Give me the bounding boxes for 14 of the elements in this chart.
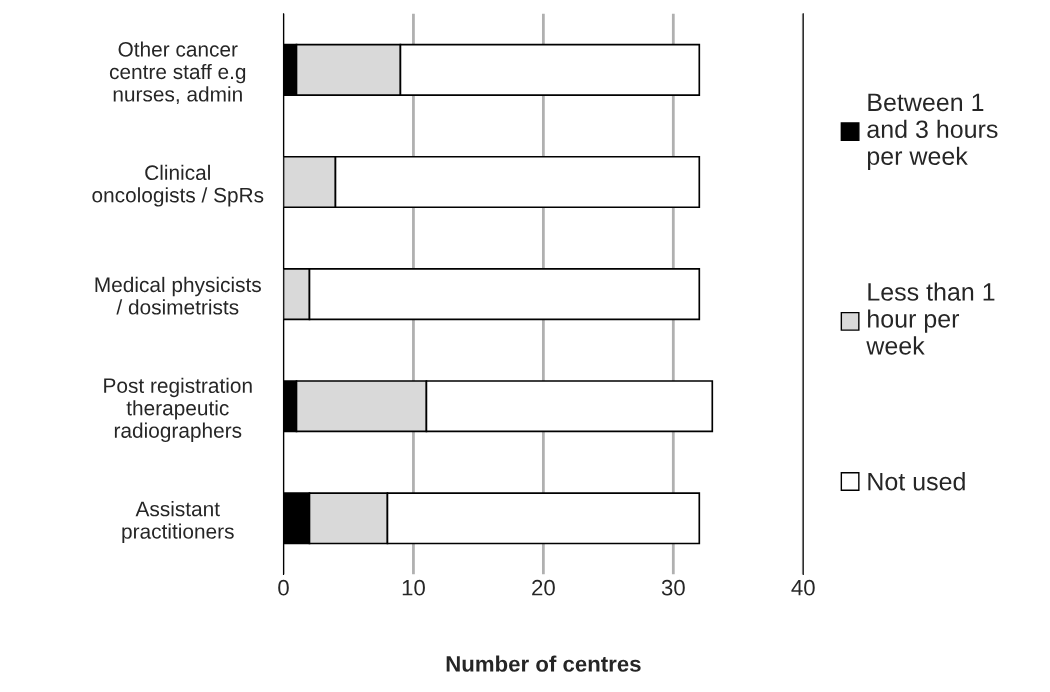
x-tick-label: 40 [791,579,815,596]
y-tick-label: Clinical oncologists / SpRs [92,164,264,207]
y-tick-label: Assistant practitioners [122,501,234,543]
legend-label: Between 1 and 3 hours per week [867,93,998,170]
legend-label: Not used [868,472,965,491]
y-tick-label: Post registration therapeutic radiographers [104,377,252,443]
legend-label: Less than 1 hour per week [866,282,995,355]
x-tick-label: 10 [402,579,425,596]
x-axis-title: Number of centres [446,655,641,672]
x-tick-label: 20 [532,579,555,596]
x-tick-label: 0 [278,579,289,596]
y-tick-label: Other cancer centre staff e.g nurses, admin [109,41,246,105]
y-tick-label: Medical physicists / dosimetrists [95,276,261,315]
x-tick-label: 30 [661,579,685,596]
